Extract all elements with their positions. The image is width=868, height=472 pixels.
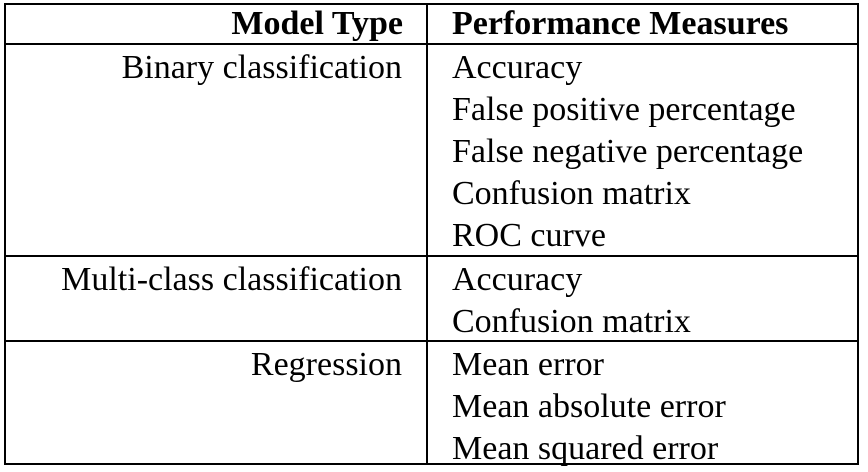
measure-item: Mean squared error bbox=[452, 430, 719, 467]
measure-item: False negative percentage bbox=[452, 133, 804, 170]
measure-item: ROC curve bbox=[452, 217, 606, 254]
measure-item: Accuracy bbox=[452, 49, 583, 86]
row-rule bbox=[6, 340, 857, 342]
performance-measures-table: Model Type Performance Measures Binary c… bbox=[4, 3, 859, 467]
measure-item: Confusion matrix bbox=[452, 303, 691, 340]
measures-cell: Accuracy Confusion matrix bbox=[452, 259, 691, 343]
header-performance-measures: Performance Measures bbox=[452, 5, 789, 42]
header-rule bbox=[6, 43, 857, 45]
model-type-cell: Binary classification bbox=[121, 49, 402, 86]
model-type-cell: Regression bbox=[250, 346, 402, 383]
measure-item: False positive percentage bbox=[452, 91, 796, 128]
header-model-type: Model Type bbox=[231, 5, 403, 42]
measures-cell: Accuracy False positive percentage False… bbox=[452, 47, 803, 257]
measures-cell: Mean error Mean absolute error Mean squa… bbox=[452, 344, 726, 470]
measure-item: Mean absolute error bbox=[452, 388, 726, 425]
measure-item: Accuracy bbox=[452, 261, 583, 298]
measure-item: Confusion matrix bbox=[452, 175, 691, 212]
column-divider bbox=[426, 5, 428, 463]
measure-item: Mean error bbox=[452, 346, 604, 383]
row-rule bbox=[6, 255, 857, 257]
model-type-cell: Multi-class classification bbox=[61, 261, 402, 298]
